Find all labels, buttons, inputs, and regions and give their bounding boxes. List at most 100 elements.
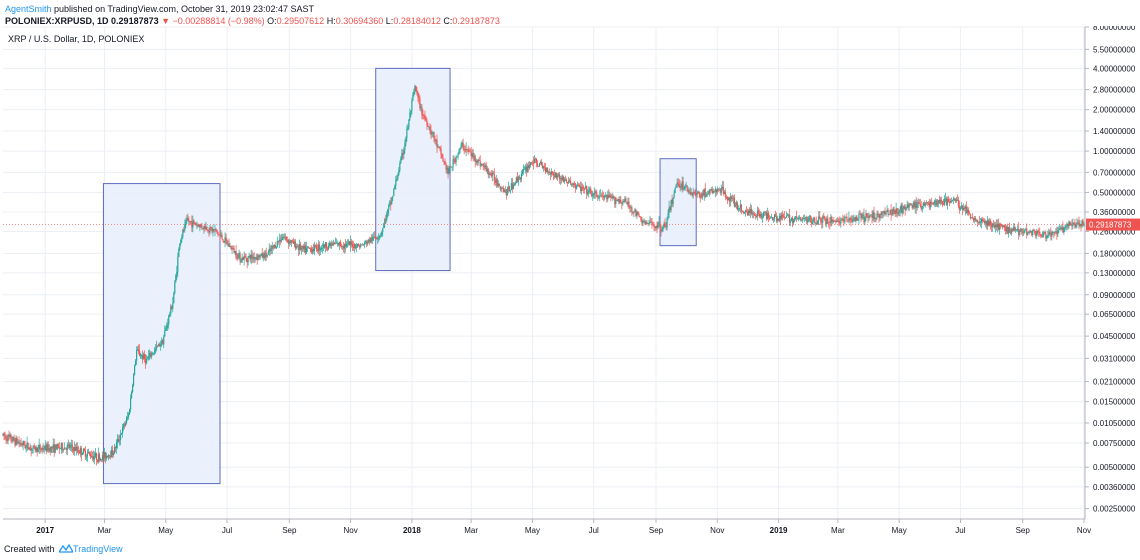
candle-body [911, 204, 913, 208]
candle-body [364, 242, 366, 245]
candle-body [327, 245, 330, 250]
candle-body [942, 204, 944, 206]
candle-body [141, 355, 143, 357]
candle-body [4, 435, 6, 437]
candle-body [879, 214, 881, 218]
candle-body [51, 446, 53, 449]
candle-body [904, 206, 906, 211]
candle-body [187, 218, 189, 221]
candle-body [979, 222, 982, 223]
candle-body [329, 243, 332, 246]
price-chart[interactable]: 8.00000000 5.50000000 4.00000000 2.80000000… [0, 26, 1140, 540]
candle-body [87, 452, 89, 454]
candle-body [47, 444, 49, 451]
candle-body [580, 186, 582, 191]
candle-body [385, 219, 387, 221]
candle-body [895, 208, 897, 214]
candle-body [938, 200, 940, 204]
candle-body [394, 185, 396, 190]
candle-body [935, 200, 937, 206]
candle-body [823, 216, 825, 219]
candle-body [570, 181, 572, 185]
candle-body [903, 206, 905, 209]
candle-body [901, 204, 903, 214]
candle-body [347, 241, 350, 244]
candle-body [323, 244, 326, 248]
candle-body [228, 243, 230, 247]
candle-body [367, 242, 369, 245]
y-tick-label: 0.04500000 [1093, 332, 1136, 341]
candle-body [763, 212, 766, 214]
close-value: 0.29187873 [452, 16, 500, 26]
candle-body [1052, 232, 1054, 233]
candle-body [698, 191, 700, 195]
author-link[interactable]: AgentSmith [5, 4, 52, 14]
candle-body [939, 199, 941, 204]
candle-body [877, 213, 879, 216]
candle-body [497, 183, 499, 186]
footer-brand[interactable]: TradingView [73, 544, 123, 554]
candle-body [338, 241, 341, 246]
candle-body [867, 216, 869, 218]
candle-body [924, 203, 926, 207]
candle-body [213, 229, 215, 231]
candle-body [393, 189, 395, 196]
candle-body [638, 213, 640, 217]
x-tick-label: Jul [589, 526, 599, 535]
candle-body [595, 191, 597, 193]
candle-body [418, 96, 420, 99]
candle-body [444, 161, 446, 165]
candle-body [832, 220, 834, 222]
candle-body [597, 196, 599, 198]
candle-body [587, 192, 589, 195]
candle-body [774, 214, 777, 217]
candle-body [182, 229, 184, 238]
candle-body [861, 214, 863, 219]
candle-body [395, 179, 397, 186]
candle-body [498, 183, 500, 187]
candle-body [131, 385, 134, 393]
x-tick-label: 2019 [770, 526, 788, 535]
candle-body [973, 218, 976, 221]
candle-body [225, 237, 227, 240]
candle-body [568, 180, 570, 183]
candle-body [974, 218, 977, 221]
candle-body [579, 185, 581, 187]
candle-body [186, 218, 188, 221]
candle-body [999, 224, 1001, 230]
candle-body [3, 433, 5, 436]
candle-body [342, 246, 345, 249]
candle-body [951, 199, 953, 202]
candle-body [301, 245, 303, 248]
candle-body [1016, 229, 1018, 231]
candle-body [982, 220, 985, 222]
candle-body [42, 447, 44, 450]
candle-body [241, 257, 243, 262]
candle-body [116, 438, 119, 443]
candle-body [793, 218, 795, 224]
candle-body [442, 157, 444, 162]
candle-body [554, 172, 557, 177]
candle-body [17, 442, 19, 444]
candle-body [881, 211, 883, 215]
candle-body [2, 433, 4, 436]
candle-body [142, 355, 144, 360]
candle-body [697, 191, 699, 194]
candle-body [148, 356, 150, 359]
candle-body [545, 168, 548, 173]
candle-body [680, 187, 682, 189]
candle-body [854, 217, 856, 221]
candle-body [870, 215, 872, 217]
candle-body [346, 243, 349, 245]
candle-body [588, 190, 590, 193]
x-tick-label: Mar [464, 526, 478, 535]
y-tick-label: 2.00000000 [1093, 106, 1136, 115]
candle-body [631, 207, 633, 212]
candle-body [35, 447, 37, 451]
price-change: ▼ −0.00288814 (−0.98%) [161, 16, 265, 26]
candle-body [278, 239, 280, 242]
y-tick-label: 1.00000000 [1093, 147, 1136, 156]
candle-body [792, 218, 794, 224]
candle-body [261, 253, 263, 258]
candle-body [852, 218, 854, 222]
